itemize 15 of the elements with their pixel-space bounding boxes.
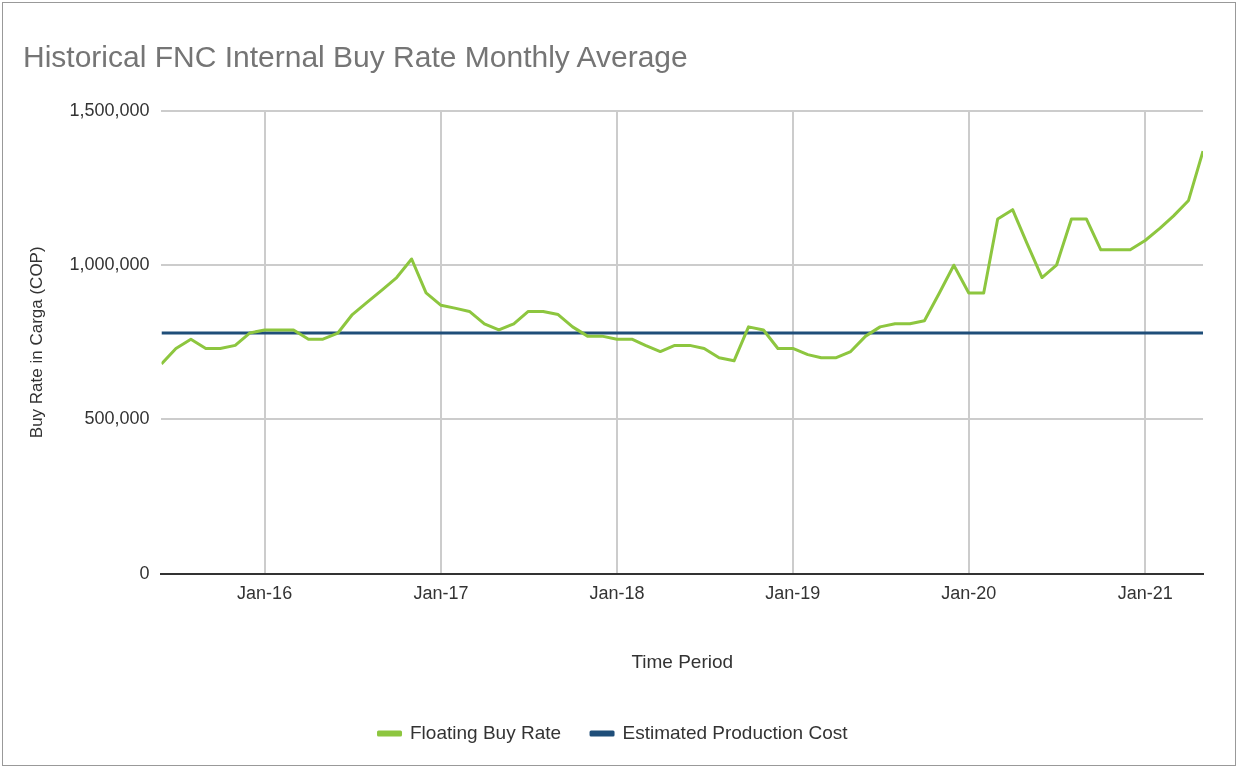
x-tick-label: Jan-20 [941, 583, 997, 604]
y-tick-label: 0 [139, 562, 150, 583]
legend-label: Floating Buy Rate [410, 721, 562, 743]
x-tick-label: Jan-16 [237, 583, 293, 604]
x-tick-label: Jan-18 [589, 583, 645, 604]
chart-title: Historical FNC Internal Buy Rate Monthly Average [23, 40, 688, 74]
y-tick-label: 1,000,000 [69, 254, 150, 275]
y-tick-label: 1,500,000 [69, 99, 150, 120]
x-tick-label: Jan-19 [765, 583, 821, 604]
x-axis-title: Time Period [631, 650, 734, 672]
y-axis-title: Buy Rate in Carga (COP) [26, 246, 46, 439]
legend-label: Estimated Production Cost [622, 721, 849, 743]
x-tick-label: Jan-17 [413, 583, 469, 604]
y-tick-label: 500,000 [84, 408, 150, 429]
x-tick-label: Jan-21 [1117, 583, 1173, 604]
